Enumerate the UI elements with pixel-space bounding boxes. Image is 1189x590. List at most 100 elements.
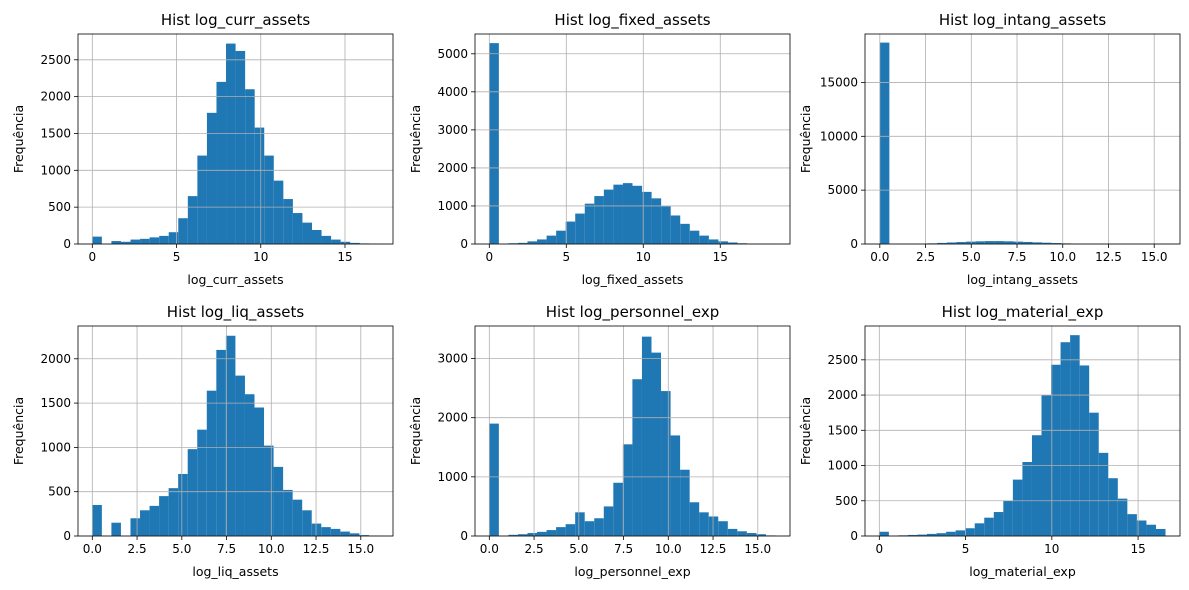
histogram-bar (340, 241, 351, 244)
histogram-bar (330, 528, 341, 536)
x-tick-label: 12.5 (1095, 250, 1122, 264)
histogram-bar (1031, 435, 1042, 536)
histogram-bar (508, 534, 518, 536)
histogram-bar (225, 335, 236, 536)
histogram-bar (1070, 335, 1080, 536)
histogram-bar (340, 531, 350, 536)
subplot-4: 0.0 2.5 5.0 7.5 10.0 12.5 15.0 0 500 1000 1500 2000… (11, 303, 394, 579)
histogram-bar (1146, 524, 1156, 536)
histogram-bar (879, 42, 890, 245)
y-axis-label: Frequência (798, 397, 813, 465)
y-tick-label: 5000 (437, 47, 468, 61)
y-axis-label: Frequência (11, 397, 26, 465)
histogram-bar (927, 533, 937, 536)
histogram-bar (1003, 500, 1013, 536)
histogram-bar (1032, 242, 1043, 244)
histogram-bar (537, 531, 547, 536)
histogram-bar (613, 482, 623, 536)
histogram-bar (642, 191, 652, 244)
histogram-bar (140, 238, 150, 244)
histogram-bar (216, 349, 226, 536)
histogram-bar (907, 534, 918, 536)
histogram-bar (527, 533, 538, 536)
subplot-3: 0.0 2.5 5.0 7.5 10.0 12.5 15.0 0 5000 10000 15000 H… (798, 11, 1181, 287)
x-tick-label: 5 (173, 250, 181, 264)
x-tick-label: 15.0 (744, 542, 771, 556)
histogram-bar (575, 213, 585, 244)
histogram-bar (651, 352, 662, 536)
y-axis-label: Frequência (408, 397, 423, 465)
histogram-bar (149, 237, 160, 244)
histogram-bar (178, 473, 188, 536)
histogram-bar (603, 189, 614, 244)
histogram-bar (718, 521, 728, 536)
y-tick-label: 0 (63, 237, 71, 251)
histogram-bar (264, 155, 274, 244)
histogram-bar (1060, 342, 1071, 536)
histogram-bar (206, 112, 217, 244)
x-tick-label: 2.5 (916, 250, 935, 264)
histogram-bar (235, 375, 245, 536)
histogram-bar (321, 235, 332, 244)
y-axis-label: Frequência (408, 105, 423, 173)
histogram-bar (292, 499, 303, 536)
x-tick-label: 10.0 (258, 542, 285, 556)
histogram-bar (517, 534, 528, 536)
x-tick-label: 5.0 (569, 542, 588, 556)
histogram-bar (1136, 520, 1147, 536)
histogram-bar (937, 242, 947, 244)
histogram-bar (718, 241, 728, 244)
x-tick-label: 15 (713, 250, 728, 264)
histogram-bar (661, 391, 671, 536)
x-tick-label: 5 (962, 542, 970, 556)
histogram-bar (235, 50, 246, 245)
histogram-bar (197, 429, 207, 536)
histogram-bar (1051, 364, 1061, 536)
histogram-bar (603, 506, 614, 536)
x-tick-label: 15 (1130, 542, 1145, 556)
x-axis-label: log_fixed_assets (582, 272, 684, 287)
y-tick-label: 3000 (437, 352, 468, 366)
subplot-2: 0 5 10 15 0 1000 2000 3000 4000 5000 Hist log_fixe… (408, 11, 791, 287)
histogram-bars (489, 336, 776, 536)
histogram-bar (1051, 243, 1062, 244)
histogram-bar (975, 241, 985, 244)
histogram-bar (575, 512, 585, 536)
x-tick-label: 7.5 (614, 542, 633, 556)
histogram-bar (756, 534, 766, 536)
axes-frame (864, 325, 1181, 537)
histogram-bar (187, 449, 198, 536)
y-tick-label: 2000 (437, 161, 468, 175)
histogram-bar (149, 505, 160, 536)
x-tick-label: 5.0 (962, 250, 981, 264)
x-tick-label: 10 (636, 250, 651, 264)
subplot-5: 0.0 2.5 5.0 7.5 10.0 12.5 15.0 0 1000 2000 3000 His… (408, 303, 791, 579)
histogram-bar (641, 336, 652, 536)
x-tick-label: 7.5 (1007, 250, 1026, 264)
x-tick-label: 0 (88, 250, 96, 264)
y-tick-label: 500 (48, 485, 71, 499)
histogram-bar (613, 184, 623, 244)
histogram-bar (489, 423, 499, 536)
histogram-bar (1098, 452, 1109, 536)
histogram-bar (1155, 528, 1166, 536)
x-tick-label: 10.0 (1049, 250, 1076, 264)
y-tick-label: 2000 (827, 388, 858, 402)
x-tick-label: 2.5 (128, 542, 147, 556)
histogram-bars (92, 335, 379, 536)
y-tick-label: 10000 (820, 129, 858, 143)
histogram-bar (1108, 478, 1118, 536)
histogram-bar (594, 196, 604, 244)
subplot-1: 0 5 10 15 0 500 1000 1500 2000 2500 Hist log_curr_… (11, 11, 394, 287)
y-tick-label: 15000 (820, 75, 858, 89)
histogram-bar (321, 527, 331, 536)
histogram-bar (254, 127, 265, 244)
histogram-bar (1013, 241, 1024, 244)
chart-title: Hist log_curr_assets (161, 11, 311, 30)
x-tick-label: 0.0 (83, 542, 102, 556)
histogram-bar (1023, 241, 1033, 244)
histogram-bar (708, 516, 719, 536)
histogram-bar (708, 239, 719, 244)
histogram-bar (965, 241, 976, 244)
histogram-bar (651, 198, 662, 244)
